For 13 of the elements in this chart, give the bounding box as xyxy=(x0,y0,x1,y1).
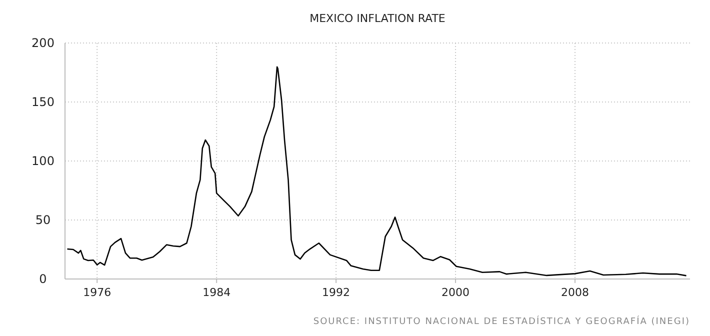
y-tick-label: 200 xyxy=(32,36,54,50)
line-series xyxy=(66,66,687,276)
x-tick-label: 1992 xyxy=(322,286,350,299)
source-note: SOURCE: INSTITUTO NACIONAL DE ESTADÍSTICA Y GEOGRAFÍA (INEGI) xyxy=(313,315,690,327)
y-tick-label: 150 xyxy=(32,95,54,110)
y-tick-label: 100 xyxy=(32,154,54,168)
x-tick-label: 2000 xyxy=(442,286,470,299)
y-tick-label: 50 xyxy=(35,213,51,228)
x-tick-label: 1984 xyxy=(202,286,231,299)
x-tick-label: 2008 xyxy=(561,286,590,299)
y-tick-label: 0 xyxy=(39,272,47,286)
chart-title: MEXICO INFLATION RATE xyxy=(310,12,446,25)
x-tick-label: 1976 xyxy=(83,286,112,299)
